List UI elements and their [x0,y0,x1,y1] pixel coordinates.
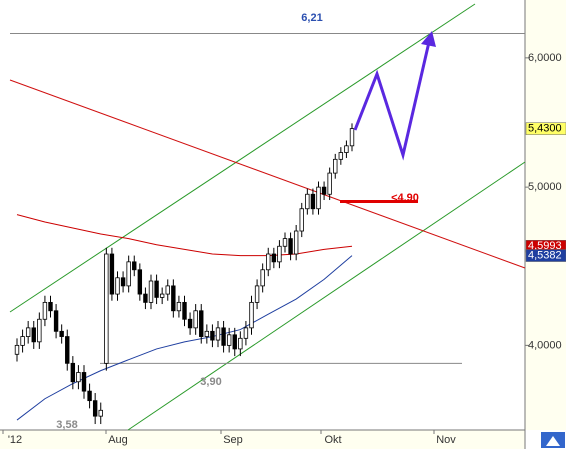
candle-body [221,327,226,346]
candle-body [148,280,154,303]
candle-body [243,327,249,339]
candle-body [109,253,115,295]
level-label: 3,58 [56,419,77,431]
candle-body [42,301,48,320]
candle-body [210,330,215,341]
candle-body [226,334,232,346]
candle-body [282,238,288,247]
candle-body [254,285,260,303]
candle-body [299,208,304,232]
candle-body [104,253,109,364]
downtrend-line [9,79,526,269]
candle-body [20,336,25,346]
candle-body [87,390,92,402]
candle-body [14,344,20,355]
candle-body [199,310,204,337]
candle-body [25,327,31,337]
trend-channel-lower [127,161,526,431]
candle-body [293,230,299,255]
candle-body [249,301,254,329]
y-tick-label: 6,0000 [528,52,562,64]
candle-body [81,372,87,392]
candle-body [154,280,159,298]
trend-channel-upper [9,3,476,313]
ma-price-label: 4,5993 [528,240,562,252]
arrow-head [421,31,436,47]
level-label: <4,90 [391,192,419,204]
candle-body [327,172,332,195]
candle-body [53,310,59,332]
candle-body [165,285,170,295]
y-axis-panel [525,0,566,430]
x-tick-label: Sep [223,434,243,446]
x-tick-label: Okt [324,434,341,446]
candle-body [48,301,53,312]
candle-body [92,400,98,417]
candle-body [137,269,143,295]
candle-body [321,186,327,195]
level-label: 3,90 [200,376,221,388]
candle-body [277,245,282,263]
candle-body [132,261,137,271]
candle-body [193,310,198,329]
candle-body [288,238,293,255]
candle-body [182,301,187,320]
candle-body [159,293,165,298]
tool-icon [546,436,560,446]
candle-body [305,193,310,210]
candle-body [187,318,193,329]
y-tick-label: 4,0000 [528,339,562,351]
candle-body [344,145,349,153]
x-tick-label: Nov [436,434,456,446]
x-tick-label: '12 [8,434,22,446]
last-price-label-box [525,122,566,135]
candle-body [316,186,321,210]
last-price-label: 5,4300 [528,123,562,135]
candle-body [176,301,182,312]
x-axis-panel [0,430,525,449]
candle-body [37,318,42,343]
candle-body [349,128,355,147]
x-tick-label: Aug [108,434,128,446]
candle-body [215,327,221,341]
candle-body [266,253,271,271]
candle-body [204,330,210,337]
candle-body [126,261,131,287]
candle-body [120,277,126,287]
candle-body [59,330,64,337]
candle-body [310,193,316,210]
candle-body [98,409,103,417]
candle-body [271,253,277,263]
candle-body [31,327,36,343]
candle-body [76,372,81,383]
candle-body [143,293,148,303]
y-tick-label: 5,0000 [528,181,562,193]
level-label: 6,21 [301,12,322,24]
candle-body [115,277,120,295]
candle-body [171,285,176,312]
forecast-arrow [353,41,431,161]
candle-body [70,362,76,383]
ma-price-label-box [525,249,566,262]
candle-body [338,152,344,160]
candle-body [260,269,265,287]
candle-body [232,334,237,350]
candle-body [65,336,70,364]
ma-price-label: 4,5382 [528,249,562,261]
candle-body [238,337,243,350]
candle-body [333,158,338,174]
